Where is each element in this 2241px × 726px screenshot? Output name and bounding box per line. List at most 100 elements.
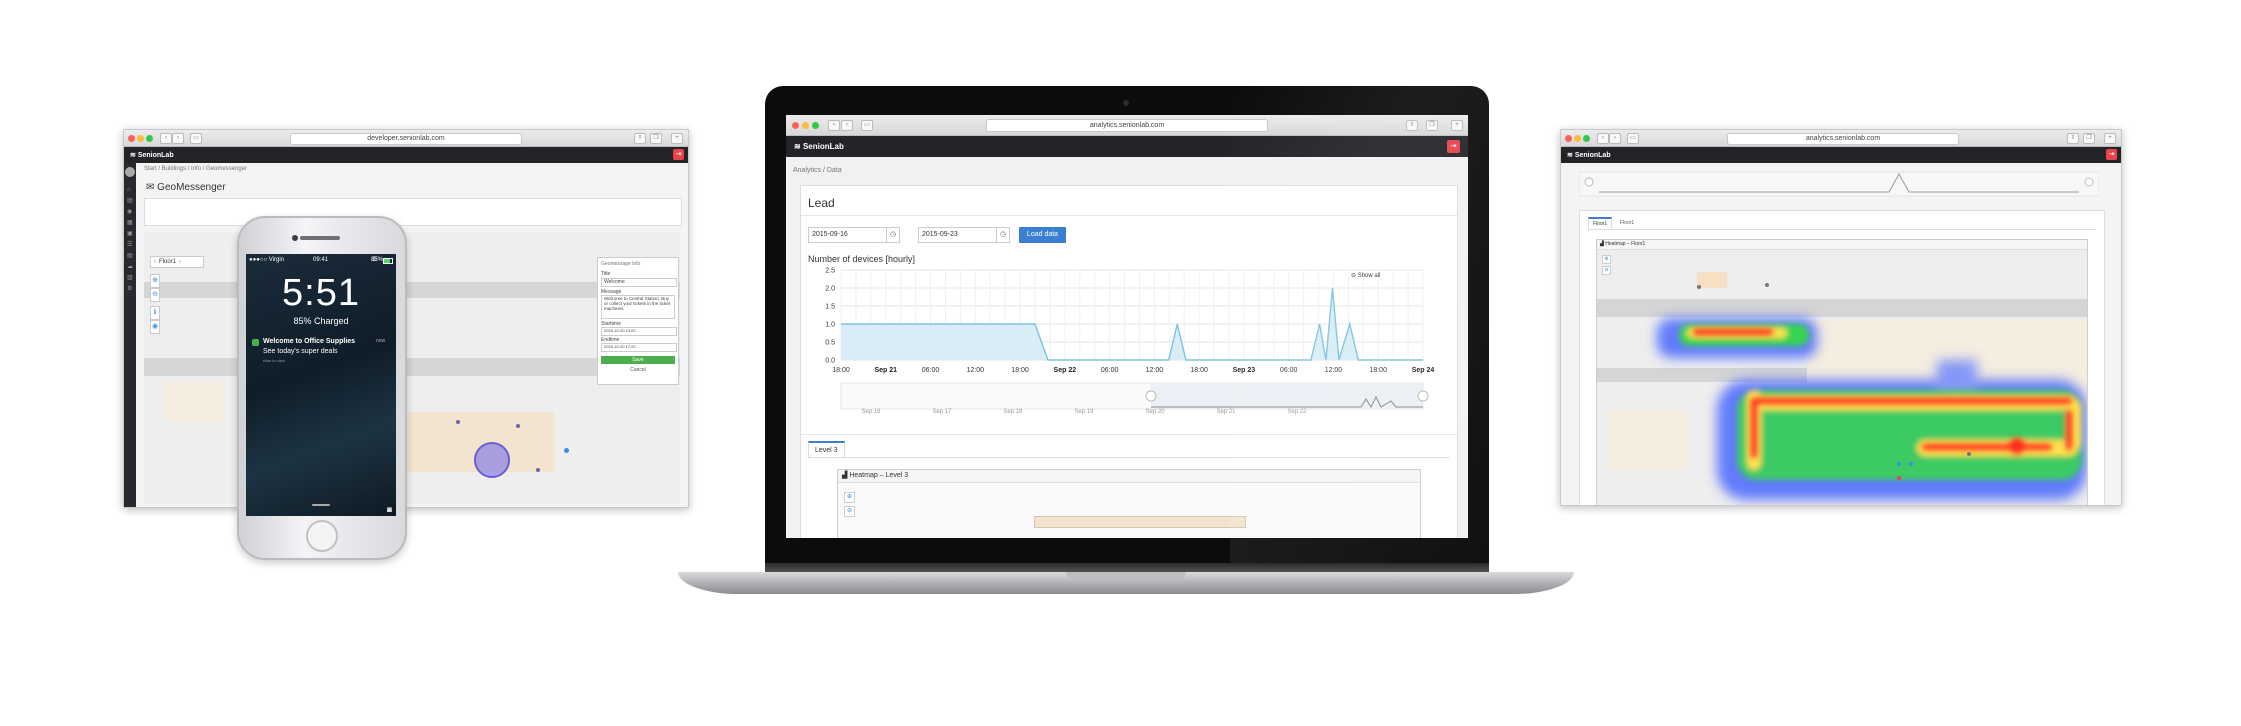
new-tab-icon[interactable]: +	[1451, 120, 1463, 131]
show-all-button[interactable]: ⊖ Show all	[1351, 272, 1380, 279]
tabs-icon[interactable]: ❐	[1426, 120, 1438, 131]
forward-icon[interactable]: ›	[841, 120, 853, 131]
close-dot-icon[interactable]	[1565, 135, 1572, 142]
sidebar-toggle-icon[interactable]: ▭	[190, 133, 202, 144]
share-icon[interactable]: ⇧	[2067, 133, 2079, 144]
sidebar-toggle-icon[interactable]: ▭	[1627, 133, 1639, 144]
title-input[interactable]: Welcome	[601, 278, 677, 287]
minimize-dot-icon[interactable]	[802, 122, 809, 129]
logout-icon[interactable]: ⇥	[673, 149, 684, 160]
forward-icon[interactable]: ›	[172, 133, 184, 144]
beacon-marker[interactable]	[1967, 452, 1971, 456]
sidebar-icons[interactable]: ⌂ ▤ ◉ ▦ ▣ ☰ ▤ ☁ ▥ ⚙	[127, 187, 133, 292]
page-title: ✉ GeoMessenger	[146, 182, 226, 193]
new-tab-icon[interactable]: +	[671, 133, 683, 144]
save-button[interactable]: Save	[601, 356, 675, 364]
starttime-input[interactable]: 2015-10-20 13:00	[601, 327, 677, 336]
avatar[interactable]	[125, 167, 135, 177]
laptop-app-navbar: ≋ SenionLab ⇥	[786, 136, 1468, 157]
camera-shortcut-icon[interactable]: ◙	[387, 505, 392, 514]
chart-navigator[interactable]: Sep 16 Sep 17 Sep 18 Sep 19 Sep 20 Sep 21 Sep …	[801, 381, 1457, 415]
grabber[interactable]	[312, 504, 330, 506]
message-textarea[interactable]: Welcome to Central Station. Buy or colle…	[601, 295, 675, 319]
next-floor-icon[interactable]: ›	[179, 259, 182, 265]
heatmap-title: Heatmap – Level 3	[849, 472, 909, 479]
tab-floor1[interactable]: Floor1	[1588, 217, 1613, 229]
x-tick-label: 06:00	[1280, 367, 1298, 374]
laptop-notch	[1066, 572, 1186, 579]
zoom-out-icon[interactable]: ⊖	[844, 506, 855, 517]
brand-logo[interactable]: ≋ SenionLab	[1567, 152, 1611, 159]
info-icon[interactable]: ℹ	[150, 306, 160, 320]
endtime-input[interactable]: 2015-10-20 17:00	[601, 343, 677, 352]
close-dot-icon[interactable]	[128, 135, 135, 142]
beacon-marker[interactable]	[1897, 462, 1901, 466]
new-tab-icon[interactable]: +	[2104, 133, 2116, 144]
devices-chart[interactable]: 2.5 2.0 1.5 1.0 0.5 0.0 18:00 Sep 21 06:00 12:00 1…	[801, 264, 1457, 382]
brand-logo[interactable]: ≋ SenionLab	[130, 152, 174, 159]
zoom-dot-icon[interactable]	[146, 135, 153, 142]
address-bar[interactable]: analytics.senionlab.com	[986, 119, 1268, 132]
beacon-marker[interactable]	[456, 420, 460, 424]
share-icon[interactable]: ⇧	[1406, 120, 1418, 131]
back-icon[interactable]: ‹	[828, 120, 840, 131]
geomessage-panel: Geomessage Info Title Welcome Message We…	[597, 257, 679, 385]
close-dot-icon[interactable]	[792, 122, 799, 129]
beacon-marker[interactable]	[1765, 283, 1769, 287]
laptop-base	[678, 572, 1574, 594]
address-bar[interactable]: analytics.senionlab.com	[1727, 133, 1959, 145]
floor-selector[interactable]: ‹ Floor1 ›	[150, 256, 204, 268]
beacon-marker[interactable]	[1909, 462, 1913, 466]
left-app-navbar: ≋ SenionLab ⇥	[124, 147, 688, 163]
address-bar[interactable]: developer.senionlab.com	[290, 133, 522, 145]
locate-icon[interactable]: ◉	[150, 320, 160, 334]
home-button[interactable]	[306, 520, 338, 552]
back-icon[interactable]: ‹	[1597, 133, 1609, 144]
zoom-in-icon[interactable]: ⊕	[1602, 255, 1611, 264]
share-icon[interactable]: ⇧	[634, 133, 646, 144]
battery-percent: 85%	[370, 257, 383, 263]
tab-underline	[1588, 229, 2096, 230]
calendar-icon[interactable]: ◷	[996, 228, 1009, 242]
tab-level-3[interactable]: Level 3	[808, 441, 845, 458]
right-app-navbar: ≋ SenionLab ⇥	[1561, 147, 2121, 163]
breadcrumb: Analytics / Data	[793, 167, 842, 174]
mini-navigator[interactable]	[1579, 170, 2099, 200]
forward-icon[interactable]: ›	[1609, 133, 1621, 144]
beacon-marker[interactable]	[564, 448, 569, 453]
calendar-icon[interactable]: ◷	[886, 228, 899, 242]
start-date-input[interactable]: 2015-09-16 ◷	[808, 227, 900, 243]
tab-floor1-alt[interactable]: Floor1	[1620, 220, 1635, 226]
minimize-dot-icon[interactable]	[137, 135, 144, 142]
sidebar-toggle-icon[interactable]: ▭	[861, 120, 873, 131]
beacon-marker[interactable]	[536, 468, 540, 472]
show-all-label: Show all	[1357, 273, 1381, 279]
phone-camera	[292, 235, 298, 241]
zoom-out-icon[interactable]: ⊖	[150, 288, 160, 302]
tabs-icon[interactable]: ❐	[2083, 133, 2095, 144]
starttime-label: Starttime	[601, 321, 622, 327]
beacon-marker[interactable]	[1697, 285, 1701, 289]
geofence-circle[interactable]	[474, 442, 510, 478]
zoom-out-icon[interactable]: ⊖	[1602, 266, 1611, 275]
prev-floor-icon[interactable]: ‹	[154, 259, 156, 265]
store-area	[1697, 272, 1727, 288]
beacon-marker[interactable]	[1897, 476, 1901, 480]
cancel-button[interactable]: Cancel	[630, 367, 646, 373]
map-area[interactable]	[144, 232, 680, 504]
zoom-dot-icon[interactable]	[812, 122, 819, 129]
back-icon[interactable]: ‹	[160, 133, 172, 144]
load-data-button[interactable]: Load data	[1019, 227, 1066, 243]
minimize-dot-icon[interactable]	[1574, 135, 1581, 142]
brand-logo[interactable]: ≋ SenionLab	[794, 142, 844, 151]
logout-icon[interactable]: ⇥	[1447, 140, 1460, 153]
zoom-in-icon[interactable]: ⊕	[844, 492, 855, 503]
end-date-input[interactable]: 2015-09-23 ◷	[918, 227, 1010, 243]
store-area	[164, 382, 224, 422]
zoom-in-icon[interactable]: ⊕	[150, 274, 160, 288]
tabs-icon[interactable]: ❐	[650, 133, 662, 144]
notification-hint: slide to view	[263, 358, 285, 363]
zoom-dot-icon[interactable]	[1583, 135, 1590, 142]
beacon-marker[interactable]	[516, 424, 520, 428]
logout-icon[interactable]: ⇥	[2106, 149, 2117, 160]
